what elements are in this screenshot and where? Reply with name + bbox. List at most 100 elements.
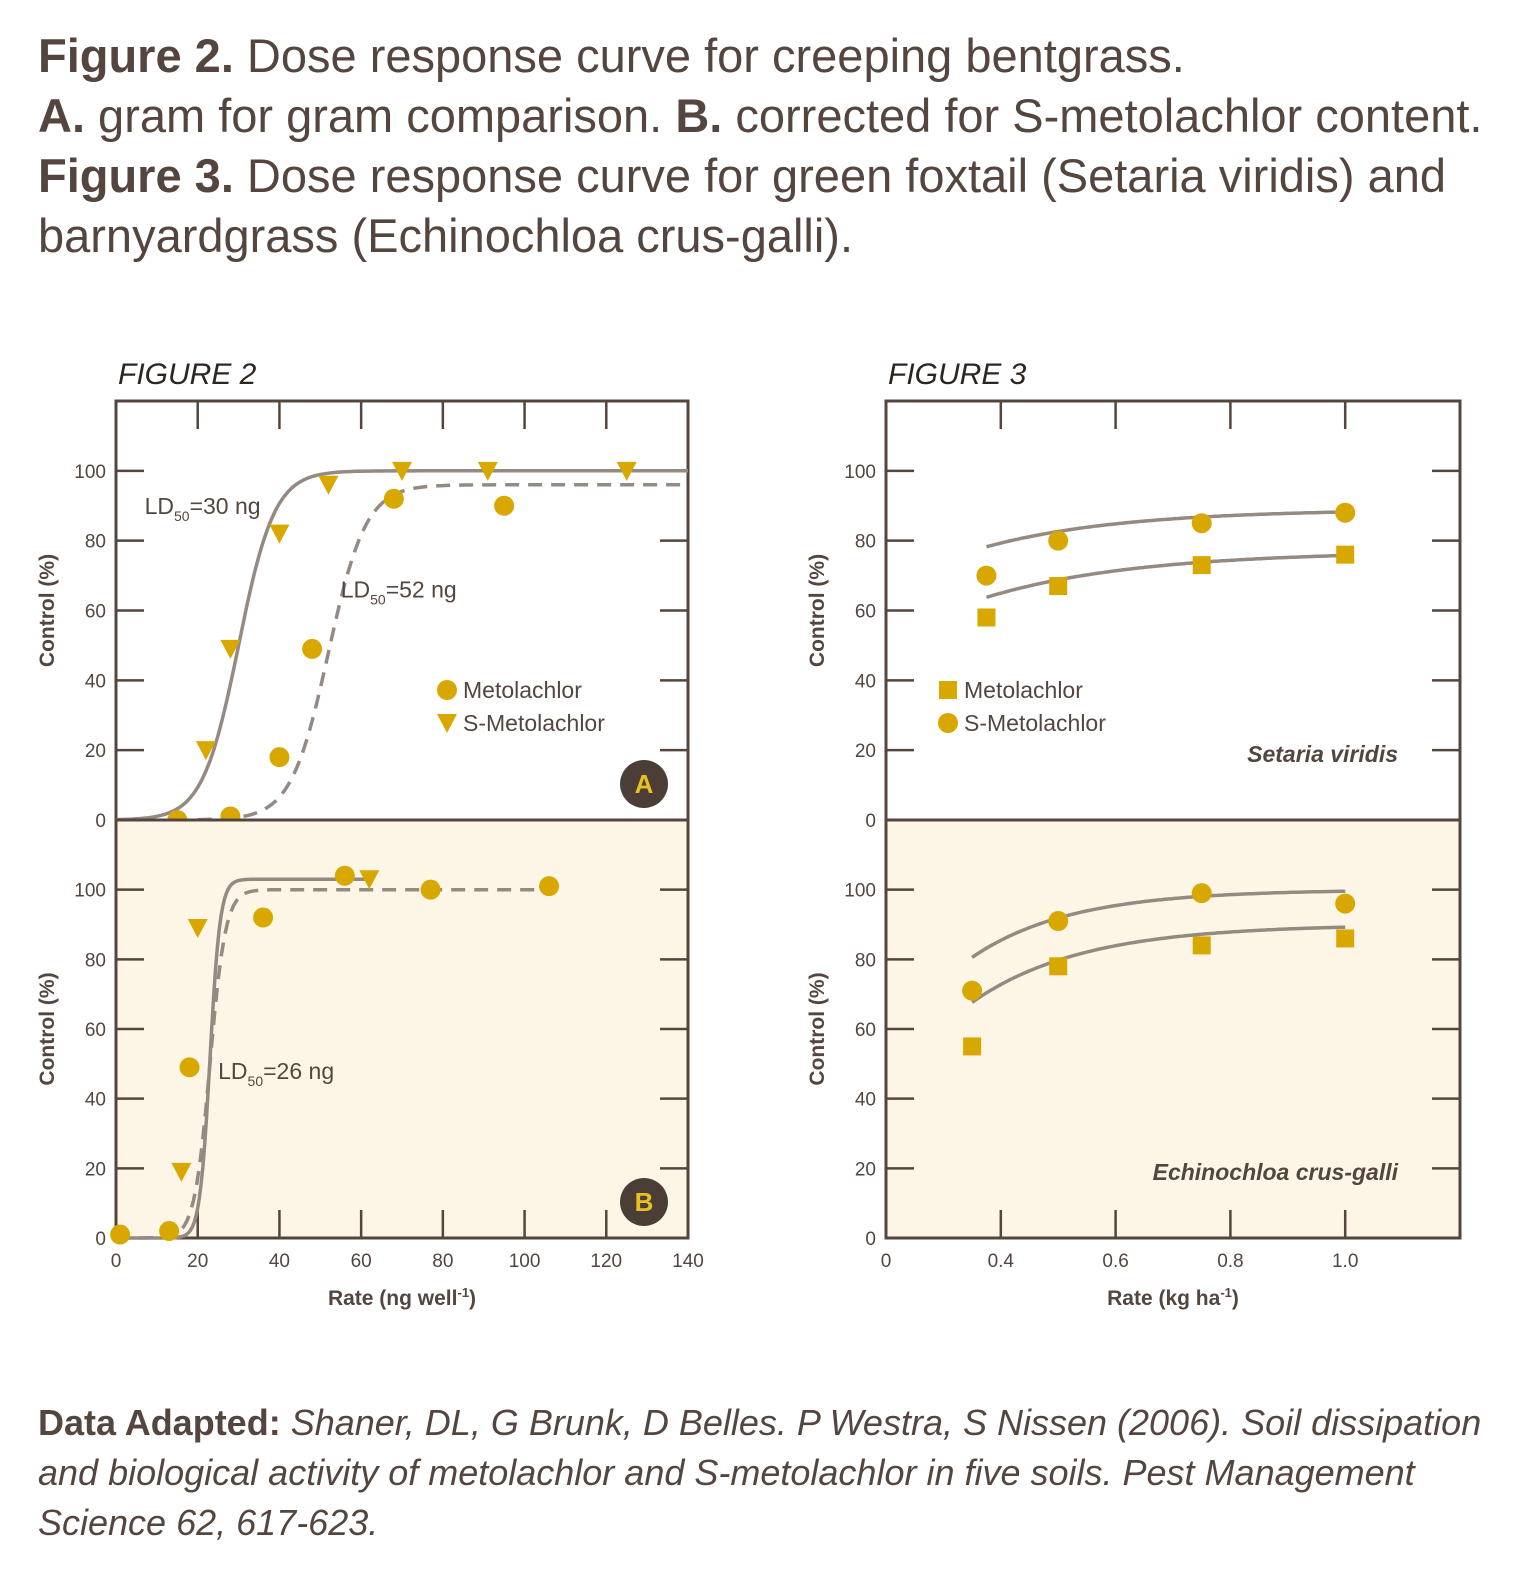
fig3-title: FIGURE 3 — [888, 358, 1027, 391]
fig2-panel-top-point-s-metolachlor — [477, 461, 498, 481]
data-credit: Data Adapted: Shaner, DL, G Brunk, D Bel… — [38, 1398, 1498, 1548]
fig2-panel-bottom-ytick-label: 80 — [85, 950, 106, 971]
fig3-legend-marker-s-metolachlor — [938, 713, 958, 733]
fig3-panel-bottom-ytick-label: 80 — [855, 950, 876, 971]
fig3-xlabel: Rate (kg ha-1) — [1107, 1285, 1239, 1310]
fig2-panel-top-point-s-metolachlor — [220, 639, 241, 659]
fig3-xtick-label: 0.8 — [1217, 1251, 1243, 1272]
fig2-xtick-label: 100 — [509, 1251, 541, 1272]
fig2-xtick-label: 40 — [269, 1251, 290, 1272]
fig2-panel-top-ytick-label: 20 — [85, 741, 106, 762]
fig2-panel-bottom-point-metolachlor — [159, 1221, 180, 1242]
fig3-panel-bottom-ytick-label: 40 — [855, 1090, 876, 1111]
fig2-panel-bottom-ylabel: Control (%) — [36, 972, 59, 1085]
fig2-xlabel: Rate (ng well-1) — [328, 1285, 476, 1310]
fig2-panel-top-curve-metolachlor — [197, 483, 688, 822]
fig2-legend-label-s-metolachlor: S-Metolachlor — [463, 710, 605, 736]
fig2-panel-top-ylabel: Control (%) — [36, 554, 59, 667]
fig2-panel-top-point-s-metolachlor — [195, 741, 216, 761]
fig3-panel-bottom-curve-metolachlor — [971, 925, 1346, 1004]
fig2-panel-bottom-point-metolachlor — [253, 907, 274, 928]
fig3-panel-top-curve-s-metolachlor — [986, 510, 1346, 549]
fig3-panel-bottom-ylabel: Control (%) — [806, 972, 829, 1085]
caption-fig2-label: Figure 2. — [38, 29, 234, 82]
credit-label: Data Adapted: — [38, 1402, 281, 1443]
fig3-panel-bottom-point-metolachlor — [963, 1037, 982, 1056]
fig2-panel-bottom-point-metolachlor — [539, 876, 560, 897]
caption-fig3-text: Dose response curve for green foxtail (S… — [38, 149, 1446, 262]
fig3-xtick-label: 0 — [881, 1251, 892, 1272]
fig3-panel-bottom-curve-s-metolachlor — [971, 889, 1346, 959]
fig2-panel-bottom-ld50-label: LD50=26 ng — [218, 1058, 334, 1089]
fig2-panel-top-point-s-metolachlor — [616, 461, 637, 481]
caption-a-text: gram for gram comparison. — [85, 89, 676, 142]
fig3-panel-top-point-metolachlor — [1192, 556, 1211, 575]
fig2-panel-bottom-curve-metolachlor — [116, 887, 550, 1240]
fig3-panel-bottom-point-s-metolachlor — [962, 980, 983, 1001]
fig3-legend-marker-metolachlor — [939, 681, 957, 699]
fig2-panel-bottom-point-metolachlor — [110, 1224, 131, 1245]
fig2-xtick-label: 60 — [351, 1251, 372, 1272]
fig2-title: FIGURE 2 — [118, 358, 257, 391]
fig2-panel-top-ld50-label: LD50=52 ng — [341, 577, 457, 608]
figure-caption: Figure 2. Dose response curve for creepi… — [38, 26, 1498, 266]
fig3-panel-bottom-ytick-label: 20 — [855, 1159, 876, 1180]
fig2-panel-bottom-ytick-label: 0 — [95, 1229, 106, 1250]
fig2-panel-bottom-point-s-metolachlor — [187, 918, 208, 938]
fig2-legend-marker-metolachlor — [437, 680, 457, 700]
fig3-panel-top-point-metolachlor — [977, 608, 996, 627]
fig2-panel-top-point-s-metolachlor — [269, 524, 290, 544]
fig2-panel-top-ytick-label: 100 — [74, 462, 106, 483]
caption-b-label: B. — [675, 89, 723, 142]
fig3-panel-top-ytick-label: 40 — [855, 671, 876, 692]
fig2-panel-top-badge — [620, 760, 668, 808]
fig2-panel-bottom-ytick-label: 100 — [74, 881, 106, 902]
caption-fig2-text: Dose response curve for creeping bentgra… — [233, 29, 1185, 82]
caption-fig3-label: Figure 3. — [38, 149, 234, 202]
fig2-panel-top-ytick-label: 40 — [85, 671, 106, 692]
fig3-panel-top-point-s-metolachlor — [1191, 513, 1212, 534]
fig3-panel-bottom-point-metolachlor — [1336, 929, 1355, 948]
fig2-xtick-label: 20 — [187, 1251, 208, 1272]
fig3-panel-bottom-point-s-metolachlor — [1335, 893, 1356, 914]
fig2-panel-top-point-s-metolachlor — [318, 475, 339, 495]
fig2-panel-bottom-curve-s-metolachlor — [116, 877, 370, 1240]
fig3-panel-top-ytick-label: 20 — [855, 741, 876, 762]
fig2-panel-top-badge-label: A — [635, 769, 654, 799]
caption-a-label: A. — [38, 89, 85, 142]
fig3-panel-top-point-metolachlor — [1336, 545, 1355, 564]
fig2-panel-top-ld50-label: LD50=30 ng — [145, 493, 261, 524]
fig3-panel-top-point-s-metolachlor — [976, 565, 997, 586]
fig2-panel-top-point-metolachlor — [269, 747, 290, 768]
fig3-panel-top-ytick-label: 100 — [844, 462, 876, 483]
fig2-xtick-label: 0 — [111, 1251, 122, 1272]
fig3-panel-top-point-s-metolachlor — [1048, 530, 1069, 551]
fig3-panel-bottom-frame — [884, 818, 1462, 1240]
fig2-panel-bottom-ytick-label: 60 — [85, 1020, 106, 1041]
fig2-panel-bottom-point-metolachlor — [179, 1057, 200, 1078]
fig2-xtick-label: 140 — [672, 1251, 704, 1272]
fig2-panel-bottom-point-metolachlor — [420, 879, 441, 900]
fig2-panel-bottom-badge — [620, 1178, 668, 1226]
fig2-panel-top-point-metolachlor — [302, 638, 323, 659]
fig2-panel-top-ytick-label: 80 — [85, 532, 106, 553]
credit-text: Shaner, DL, G Brunk, D Belles. P Westra,… — [38, 1402, 1482, 1543]
fig2-legend-label-metolachlor: Metolachlor — [463, 677, 582, 703]
fig3-panel-bottom-point-s-metolachlor — [1048, 911, 1069, 932]
fig2-xtick-label: 120 — [590, 1251, 622, 1272]
fig3-panel-bottom-species-label: Echinochloa crus-galli — [1153, 1159, 1399, 1185]
fig3-panel-bottom-ytick-label: 60 — [855, 1020, 876, 1041]
fig2-panel-bottom-ytick-label: 20 — [85, 1159, 106, 1180]
fig2-panel-top-point-metolachlor — [383, 488, 404, 509]
fig2-xtick-label: 80 — [432, 1251, 453, 1272]
fig3-panel-bottom-ytick-label: 0 — [865, 1229, 876, 1250]
fig3-panel-bottom-ytick-label: 100 — [844, 881, 876, 902]
fig3-xtick-label: 0.4 — [988, 1251, 1015, 1272]
fig3-panel-bottom-point-metolachlor — [1049, 957, 1068, 976]
fig3-panel-top-point-s-metolachlor — [1335, 502, 1356, 523]
fig2-panel-bottom-point-s-metolachlor — [171, 1162, 192, 1182]
fig3-panel-top-ylabel: Control (%) — [806, 554, 829, 667]
fig2-panel-top-point-metolachlor — [494, 495, 515, 516]
fig2-panel-bottom-badge-label: B — [635, 1187, 654, 1217]
